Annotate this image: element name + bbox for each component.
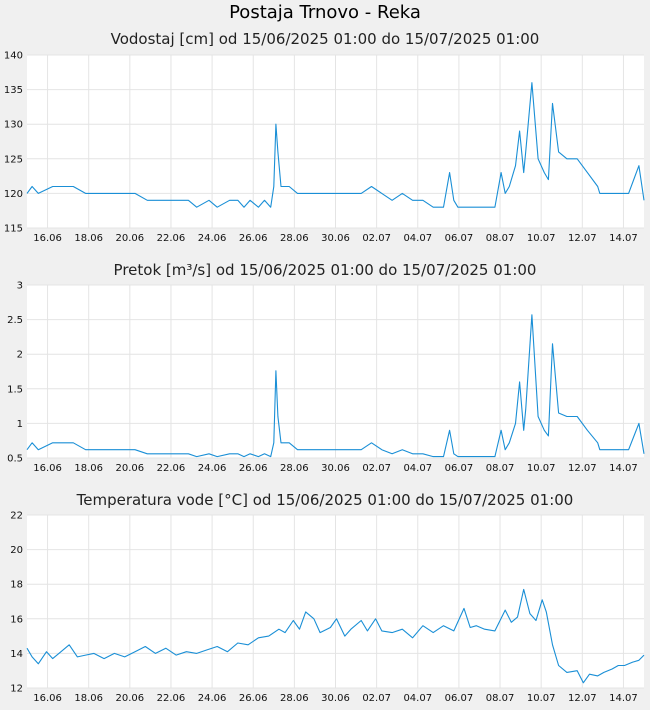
y-tick-label: 140	[4, 51, 23, 62]
y-tick-label: 2	[17, 350, 23, 361]
x-tick-label: 26.06	[239, 463, 268, 474]
chart-title-vodostaj: Vodostaj [cm] od 15/06/2025 01:00 do 15/…	[110, 30, 540, 48]
x-tick-label: 30.06	[321, 463, 350, 474]
x-tick-label: 24.06	[198, 233, 227, 244]
chart-title-pretok: Pretok [m³/s] od 15/06/2025 01:00 do 15/…	[113, 261, 537, 279]
x-tick-label: 14.07	[609, 693, 638, 704]
chart-pretok: 0.5 1 1.5 2 2.5 3 16.06 18.06 20.06 22.06 24.06 26.…	[7, 281, 645, 474]
x-tick-label: 02.07	[362, 463, 391, 474]
y-tick-label: 18	[10, 580, 23, 591]
chart-title-temperatura: Temperatura vode [°C] od 15/06/2025 01:0…	[76, 491, 574, 509]
y-tick-label: 2.5	[7, 315, 23, 326]
x-tick-label: 08.07	[486, 463, 515, 474]
y-tick-label: 135	[4, 85, 23, 96]
y-tick-label: 120	[4, 189, 23, 200]
y-tick-label: 130	[4, 120, 23, 131]
x-tick-label: 02.07	[362, 693, 391, 704]
page-title: Postaja Trnovo - Reka	[229, 2, 421, 23]
x-tick-label: 26.06	[239, 233, 268, 244]
x-tick-label: 20.06	[116, 233, 145, 244]
x-tick-label: 06.07	[445, 463, 474, 474]
x-tick-label: 06.07	[445, 693, 474, 704]
x-tick-label: 18.06	[74, 463, 103, 474]
x-tick-label: 10.07	[527, 693, 556, 704]
y-tick-label: 1	[17, 419, 23, 430]
x-tick-label: 28.06	[280, 463, 309, 474]
x-tick-label: 06.07	[445, 233, 474, 244]
x-tick-label: 12.07	[568, 233, 597, 244]
chart-temperatura: 12 14 16 18 20 22 16.06 18.06 20.06 22.06 24.06 26.…	[10, 511, 645, 704]
x-tick-label: 30.06	[321, 233, 350, 244]
x-tick-label: 04.07	[403, 463, 432, 474]
x-tick-label: 22.06	[157, 463, 186, 474]
y-tick-label: 125	[4, 154, 23, 165]
y-tick-label: 1.5	[7, 384, 23, 395]
x-tick-label: 04.07	[403, 693, 432, 704]
x-tick-label: 22.06	[157, 693, 186, 704]
y-tick-label: 115	[4, 224, 23, 235]
y-tick-label: 22	[10, 511, 23, 522]
x-tick-label: 22.06	[157, 233, 186, 244]
x-tick-label: 16.06	[33, 233, 62, 244]
y-tick-label: 20	[10, 545, 23, 556]
x-tick-label: 08.07	[486, 693, 515, 704]
x-tick-label: 04.07	[403, 233, 432, 244]
x-tick-label: 12.07	[568, 463, 597, 474]
x-tick-label: 10.07	[527, 463, 556, 474]
y-tick-label: 14	[10, 649, 23, 660]
series-line	[26, 588, 645, 684]
x-tick-label: 16.06	[33, 463, 62, 474]
series-line	[26, 82, 645, 208]
x-tick-label: 30.06	[321, 693, 350, 704]
y-tick-label: 12	[10, 684, 23, 695]
x-tick-label: 28.06	[280, 693, 309, 704]
x-tick-label: 14.07	[609, 463, 638, 474]
x-tick-label: 24.06	[198, 463, 227, 474]
x-tick-label: 16.06	[33, 693, 62, 704]
x-tick-label: 18.06	[74, 233, 103, 244]
x-tick-label: 12.07	[568, 693, 597, 704]
chart-vodostaj: 115 120 125 130 135 140 16.06 18.06 20.06 22.06 24…	[4, 51, 645, 244]
y-tick-label: 16	[10, 614, 23, 625]
x-tick-label: 14.07	[609, 233, 638, 244]
series-line	[26, 314, 645, 458]
x-tick-label: 10.07	[527, 233, 556, 244]
x-tick-label: 20.06	[116, 693, 145, 704]
x-tick-label: 08.07	[486, 233, 515, 244]
x-tick-label: 20.06	[116, 463, 145, 474]
y-tick-label: 0.5	[7, 454, 23, 465]
y-tick-label: 3	[17, 281, 23, 292]
x-tick-label: 18.06	[74, 693, 103, 704]
x-tick-label: 24.06	[198, 693, 227, 704]
x-tick-label: 28.06	[280, 233, 309, 244]
x-tick-label: 02.07	[362, 233, 391, 244]
x-tick-label: 26.06	[239, 693, 268, 704]
